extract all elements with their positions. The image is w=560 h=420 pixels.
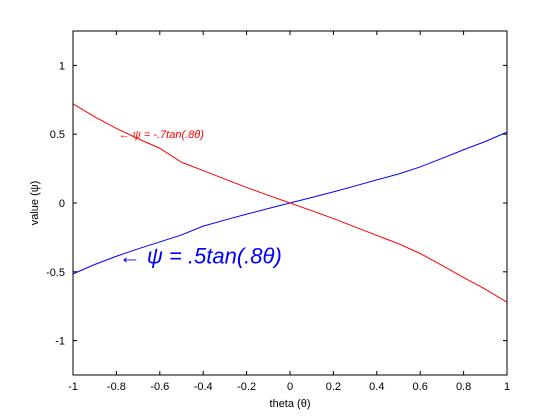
- y-tick-label: 1: [59, 60, 65, 72]
- x-tick-label: 0.6: [413, 381, 428, 393]
- x-tick-label: 0.4: [369, 381, 384, 393]
- y-tick-label: 0.5: [50, 129, 65, 141]
- x-tick-label: 0.2: [326, 381, 341, 393]
- ticks-layer: -1 -0.8 -0.6 -0.4 -0.2 0 0.2 0.4 0.6 0.8 1 -1 -0.5 0 0…: [46, 31, 510, 393]
- x-tick-label: 0: [287, 381, 293, 393]
- y-tick-label: -1: [55, 336, 65, 348]
- x-tick-label: 0.8: [456, 381, 471, 393]
- y-tick-label: 0: [59, 198, 65, 210]
- y-axis-label: value (ψ): [29, 181, 41, 226]
- x-tick-label: -0.4: [194, 381, 213, 393]
- x-tick-label: -0.6: [150, 381, 169, 393]
- annotations-layer: ← ψ = .5tan(.8θ) ← ψ = -.7tan(.8θ): [119, 129, 282, 268]
- y-tick-label: -0.5: [46, 267, 65, 279]
- x-axis-label: theta (θ): [270, 398, 311, 410]
- annotation-text: ← ψ = .5tan(.8θ): [119, 243, 282, 268]
- series-line-2: [72, 103, 508, 303]
- series-layer: [72, 103, 508, 303]
- x-tick-label: 1: [504, 381, 510, 393]
- annotation-text: ← ψ = -.7tan(.8θ): [119, 129, 205, 141]
- x-tick-label: -0.8: [107, 381, 126, 393]
- x-tick-label: -0.2: [237, 381, 256, 393]
- x-tick-label: -1: [68, 381, 78, 393]
